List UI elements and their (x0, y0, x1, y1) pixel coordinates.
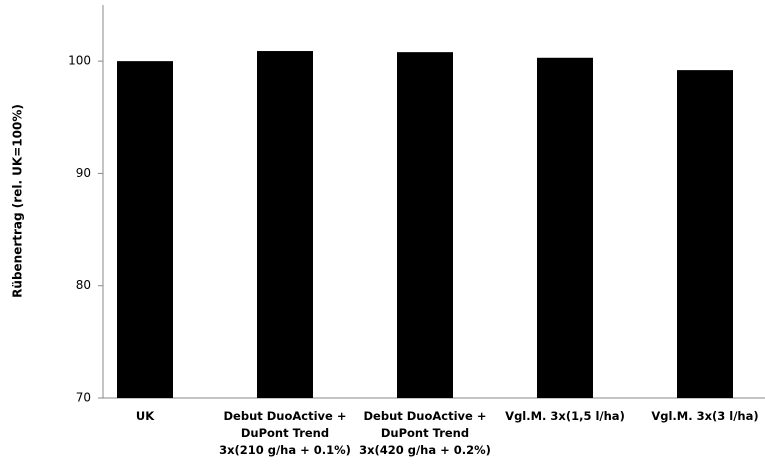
x-tick-label-line: 3x(420 g/ha + 0.2%) (359, 443, 491, 457)
x-tick-label: Debut DuoActive + DuPont Trend 3x(420 g/ha… (359, 409, 491, 457)
x-tick-label: UK (136, 409, 155, 423)
x-tick-label-line: Debut DuoActive + (224, 409, 347, 423)
bar (537, 57, 593, 398)
x-tick-label-line: 3x(210 g/ha + 0.1%) (219, 443, 351, 457)
x-tick-label-line: DuPont Trend (241, 426, 329, 440)
bar (257, 51, 313, 399)
x-tick-label-line: Debut DuoActive + (364, 409, 487, 423)
bar (677, 70, 733, 398)
bar (397, 52, 453, 398)
bar (117, 61, 173, 399)
x-tick-label-line: UK (136, 409, 155, 423)
x-tick-label-line: Vgl.M. 3x(3 l/ha) (651, 409, 758, 423)
y-tick-label: 70 (76, 391, 91, 405)
x-tick-label-line: DuPont Trend (381, 426, 469, 440)
y-tick-label: 100 (68, 54, 91, 68)
y-tick-label: 90 (76, 166, 91, 180)
x-tick-label: Vgl.M. 3x(1,5 l/ha) (505, 409, 625, 423)
x-tick-label: Vgl.M. 3x(3 l/ha) (651, 409, 758, 423)
y-tick-label: 80 (76, 278, 91, 292)
x-tick-label-line: Vgl.M. 3x(1,5 l/ha) (505, 409, 625, 423)
y-axis-label: Rübenertrag (rel. UK=100%) (11, 104, 25, 298)
x-tick-label: Debut DuoActive + DuPont Trend 3x(210 g/ha… (219, 409, 351, 457)
